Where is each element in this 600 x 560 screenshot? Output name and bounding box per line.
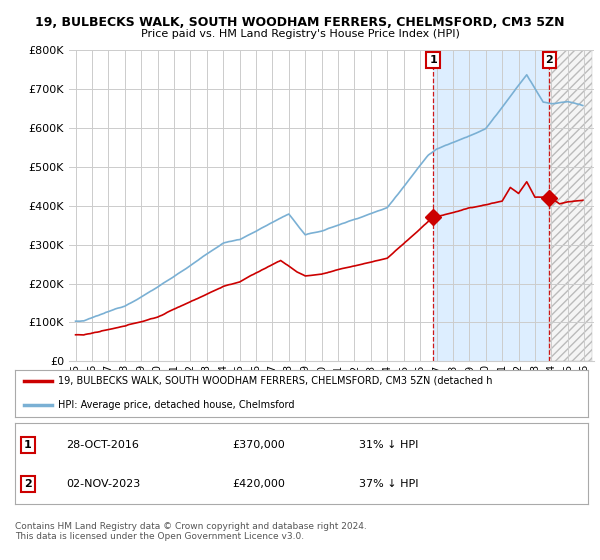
Text: 19, BULBECKS WALK, SOUTH WOODHAM FERRERS, CHELMSFORD, CM3 5ZN: 19, BULBECKS WALK, SOUTH WOODHAM FERRERS… xyxy=(35,16,565,29)
Bar xyxy=(549,50,592,361)
Text: £420,000: £420,000 xyxy=(233,479,286,489)
Text: 31% ↓ HPI: 31% ↓ HPI xyxy=(359,440,418,450)
Text: 28-OCT-2016: 28-OCT-2016 xyxy=(67,440,139,450)
Text: HPI: Average price, detached house, Chelmsford: HPI: Average price, detached house, Chel… xyxy=(58,400,295,410)
Text: 37% ↓ HPI: 37% ↓ HPI xyxy=(359,479,418,489)
Text: £370,000: £370,000 xyxy=(233,440,286,450)
Text: 02-NOV-2023: 02-NOV-2023 xyxy=(67,479,141,489)
Text: 1: 1 xyxy=(24,440,31,450)
Text: Contains HM Land Registry data © Crown copyright and database right 2024.
This d: Contains HM Land Registry data © Crown c… xyxy=(15,522,367,542)
Bar xyxy=(549,50,592,361)
Text: 2: 2 xyxy=(545,55,553,65)
Text: 19, BULBECKS WALK, SOUTH WOODHAM FERRERS, CHELMSFORD, CM3 5ZN (detached h: 19, BULBECKS WALK, SOUTH WOODHAM FERRERS… xyxy=(58,376,493,385)
Text: Price paid vs. HM Land Registry's House Price Index (HPI): Price paid vs. HM Land Registry's House … xyxy=(140,29,460,39)
Text: 1: 1 xyxy=(429,55,437,65)
Text: 2: 2 xyxy=(24,479,31,489)
Bar xyxy=(433,50,549,361)
